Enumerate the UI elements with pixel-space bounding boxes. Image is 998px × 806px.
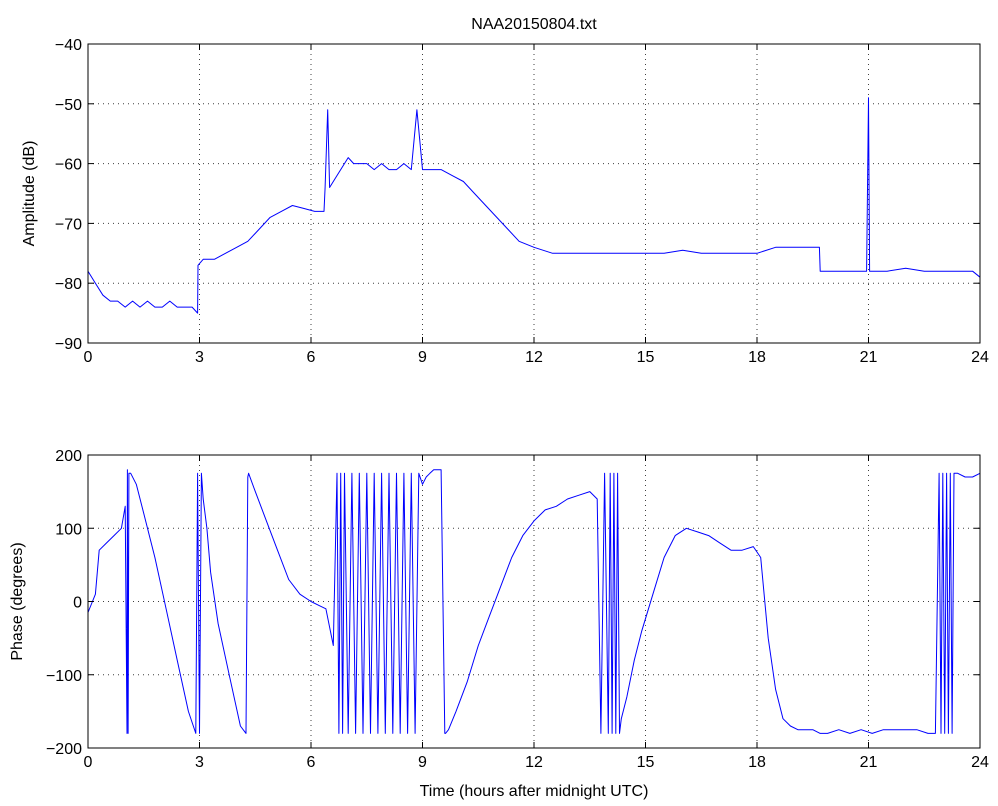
phase-xtick-label: 15 bbox=[637, 754, 655, 771]
amplitude-xtick-label: 21 bbox=[860, 349, 878, 366]
phase-ytick-label: 0 bbox=[73, 595, 82, 612]
phase-xtick-label: 12 bbox=[525, 754, 543, 771]
amplitude-ytick-label: −70 bbox=[55, 216, 82, 233]
amplitude-xtick-label: 24 bbox=[971, 349, 989, 366]
amplitude-xtick-label: 0 bbox=[84, 349, 93, 366]
phase-xtick-label: 21 bbox=[860, 754, 878, 771]
amplitude-plot-area bbox=[88, 44, 980, 343]
chart-title: NAA20150804.txt bbox=[471, 16, 597, 33]
amplitude-ytick-label: −60 bbox=[55, 157, 82, 174]
amplitude-xtick-label: 15 bbox=[637, 349, 655, 366]
phase-xlabel: Time (hours after midnight UTC) bbox=[420, 783, 649, 800]
amplitude-ytick-label: −80 bbox=[55, 276, 82, 293]
phase-xtick-label: 0 bbox=[84, 754, 93, 771]
amplitude-xtick-label: 18 bbox=[748, 349, 766, 366]
phase-ylabel: Phase (degrees) bbox=[9, 542, 26, 660]
phase-ytick-label: 100 bbox=[55, 521, 82, 538]
phase-ytick-label: −100 bbox=[46, 668, 82, 685]
phase-ytick-label: 200 bbox=[55, 448, 82, 465]
phase-xtick-label: 24 bbox=[971, 754, 989, 771]
phase-ytick-label: −200 bbox=[46, 741, 82, 758]
phase-xtick-label: 3 bbox=[195, 754, 204, 771]
amplitude-xtick-label: 12 bbox=[525, 349, 543, 366]
phase-xtick-label: 9 bbox=[418, 754, 427, 771]
amplitude-series-line bbox=[87, 97, 981, 314]
amplitude-xtick-label: 9 bbox=[418, 349, 427, 366]
amplitude-ytick-label: −90 bbox=[55, 336, 82, 353]
phase-xtick-label: 18 bbox=[748, 754, 766, 771]
amplitude-ytick-label: −50 bbox=[55, 97, 82, 114]
amplitude-xtick-label: 3 bbox=[195, 349, 204, 366]
phase-xtick-label: 6 bbox=[307, 754, 316, 771]
amplitude-ylabel: Amplitude (dB) bbox=[21, 141, 38, 247]
amplitude-ytick-label: −40 bbox=[55, 37, 82, 54]
phase-series-line bbox=[87, 469, 981, 734]
amplitude-xtick-label: 6 bbox=[307, 349, 316, 366]
